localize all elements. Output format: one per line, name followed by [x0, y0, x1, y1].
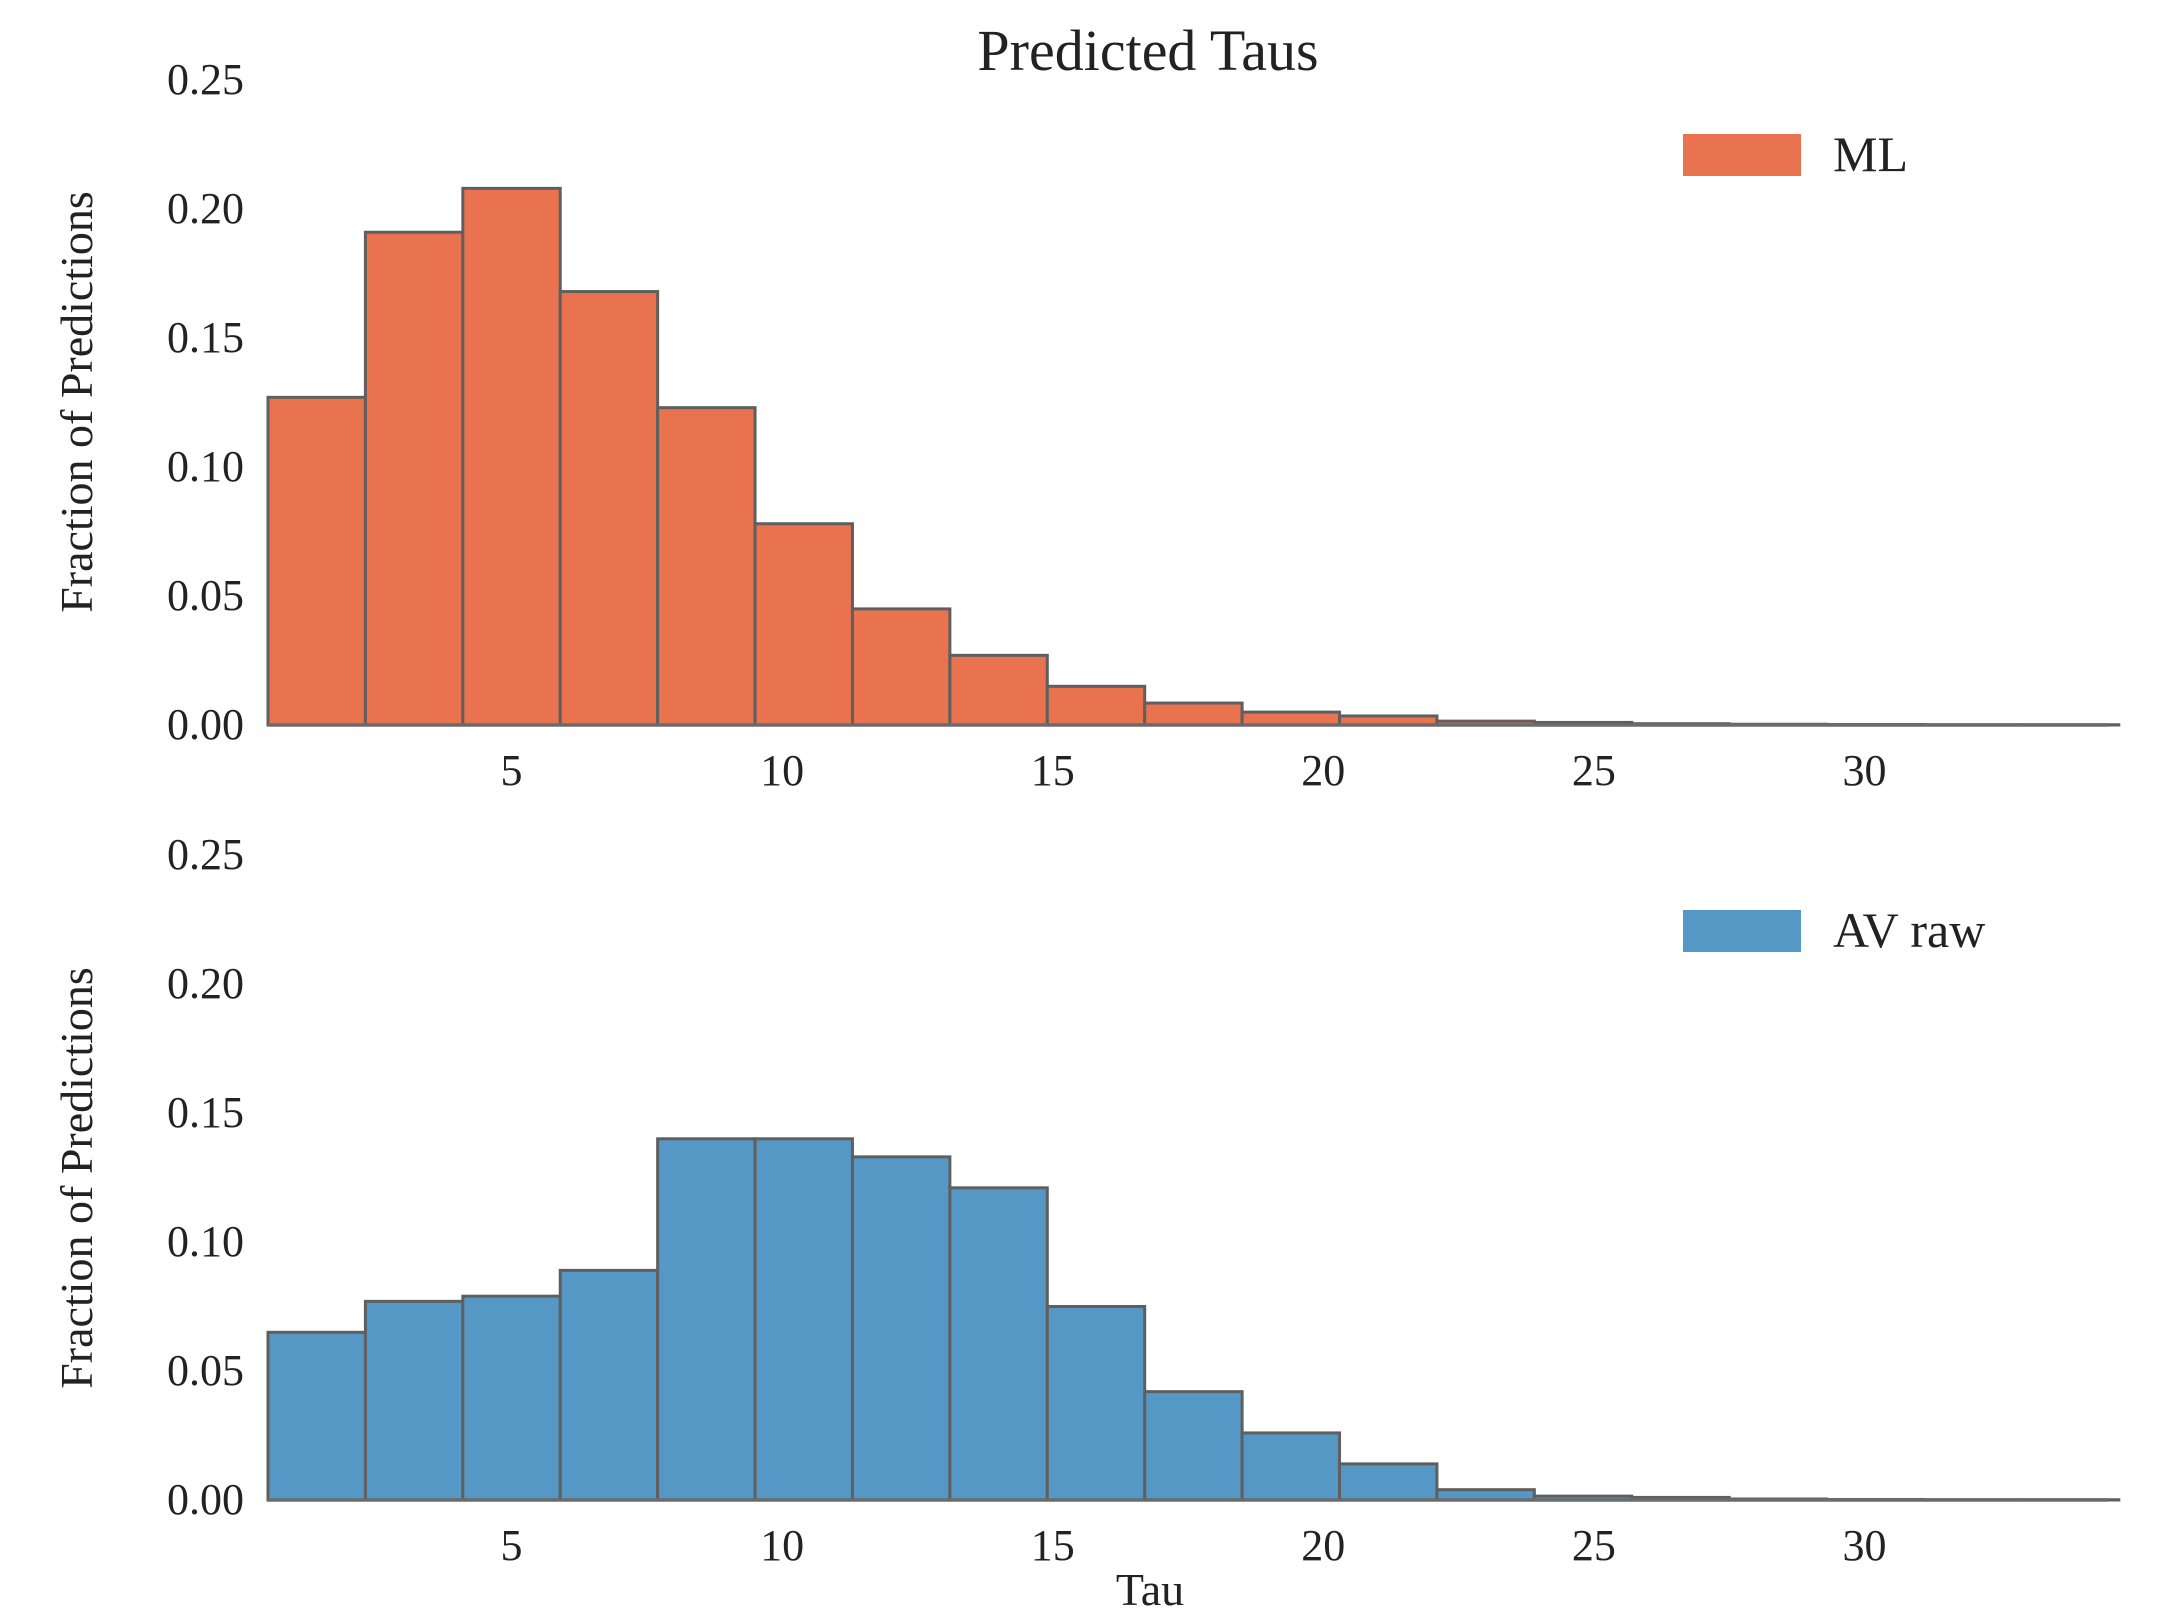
histogram-bar [850, 607, 952, 727]
histogram-bar [656, 406, 757, 727]
y-tick-label: 0.00 [167, 700, 244, 749]
y-tick-label: 0.05 [167, 571, 244, 620]
legend-swatch [1683, 134, 1801, 176]
legend-swatch [1683, 910, 1801, 952]
x-tick-label: 20 [1301, 1521, 1345, 1570]
y-tick-label: 0.15 [167, 313, 244, 362]
y-tick-label: 0.20 [167, 959, 244, 1008]
y-tick-label: 0.10 [167, 442, 244, 491]
histogram-bar [461, 1294, 562, 1502]
top-histogram-panel: Fraction of Predictions 0.00 0.05 0.10 0.15 0… [51, 55, 2121, 795]
y-tick-label: 0.25 [167, 55, 244, 104]
y-tick-label: 0.05 [167, 1346, 244, 1395]
x-tick-label: 10 [760, 1521, 804, 1570]
histogram-bar [1045, 684, 1147, 727]
legend-label: AV raw [1833, 902, 1985, 958]
histogram-bar [1240, 1431, 1342, 1502]
y-axis-label: Fraction of Predictions [51, 191, 102, 613]
histogram-bar [363, 230, 465, 727]
y-tick-label: 0.15 [167, 1088, 244, 1137]
x-tick-label: 30 [1842, 746, 1886, 795]
x-tick-label: 15 [1031, 746, 1075, 795]
histogram-bar [1338, 1462, 1439, 1502]
histogram-bar [558, 290, 660, 727]
histogram-bar [948, 653, 1049, 727]
y-tick-label: 0.00 [167, 1475, 244, 1524]
histogram-bar [1240, 710, 1342, 727]
bottom-histogram-panel: Fraction of Predictions 0.00 0.05 0.10 0.15 0… [51, 830, 2121, 1570]
figure-title: Predicted Taus [977, 18, 1318, 83]
histogram-bar [266, 1330, 367, 1502]
histogram-bar [363, 1299, 465, 1502]
histogram-bar [558, 1268, 660, 1502]
histogram-bar [753, 1137, 854, 1502]
y-tick-label: 0.10 [167, 1217, 244, 1266]
x-axis-label: Tau [1116, 1564, 1184, 1615]
histogram-bar [266, 395, 367, 727]
x-tick-label: 10 [760, 746, 804, 795]
legend-label: ML [1833, 126, 1908, 182]
histogram-bar [1143, 1390, 1244, 1502]
x-tick-label: 30 [1842, 1521, 1886, 1570]
x-tick-label: 25 [1572, 746, 1616, 795]
x-tick-label: 25 [1572, 1521, 1616, 1570]
y-axis-label: Fraction of Predictions [51, 967, 102, 1389]
x-tick-label: 20 [1301, 746, 1345, 795]
histogram-bar [1045, 1305, 1147, 1502]
x-tick-label: 5 [501, 746, 523, 795]
x-tick-label: 15 [1031, 1521, 1075, 1570]
y-tick-label: 0.25 [167, 830, 244, 879]
histogram-bar [1143, 701, 1244, 727]
histogram-bar [948, 1186, 1049, 1502]
y-tick-label: 0.20 [167, 184, 244, 233]
histogram-bar [461, 186, 562, 727]
histogram-bar [850, 1155, 952, 1502]
x-tick-label: 5 [501, 1521, 523, 1570]
histogram-bar [656, 1137, 757, 1502]
histogram-bar [753, 522, 854, 727]
